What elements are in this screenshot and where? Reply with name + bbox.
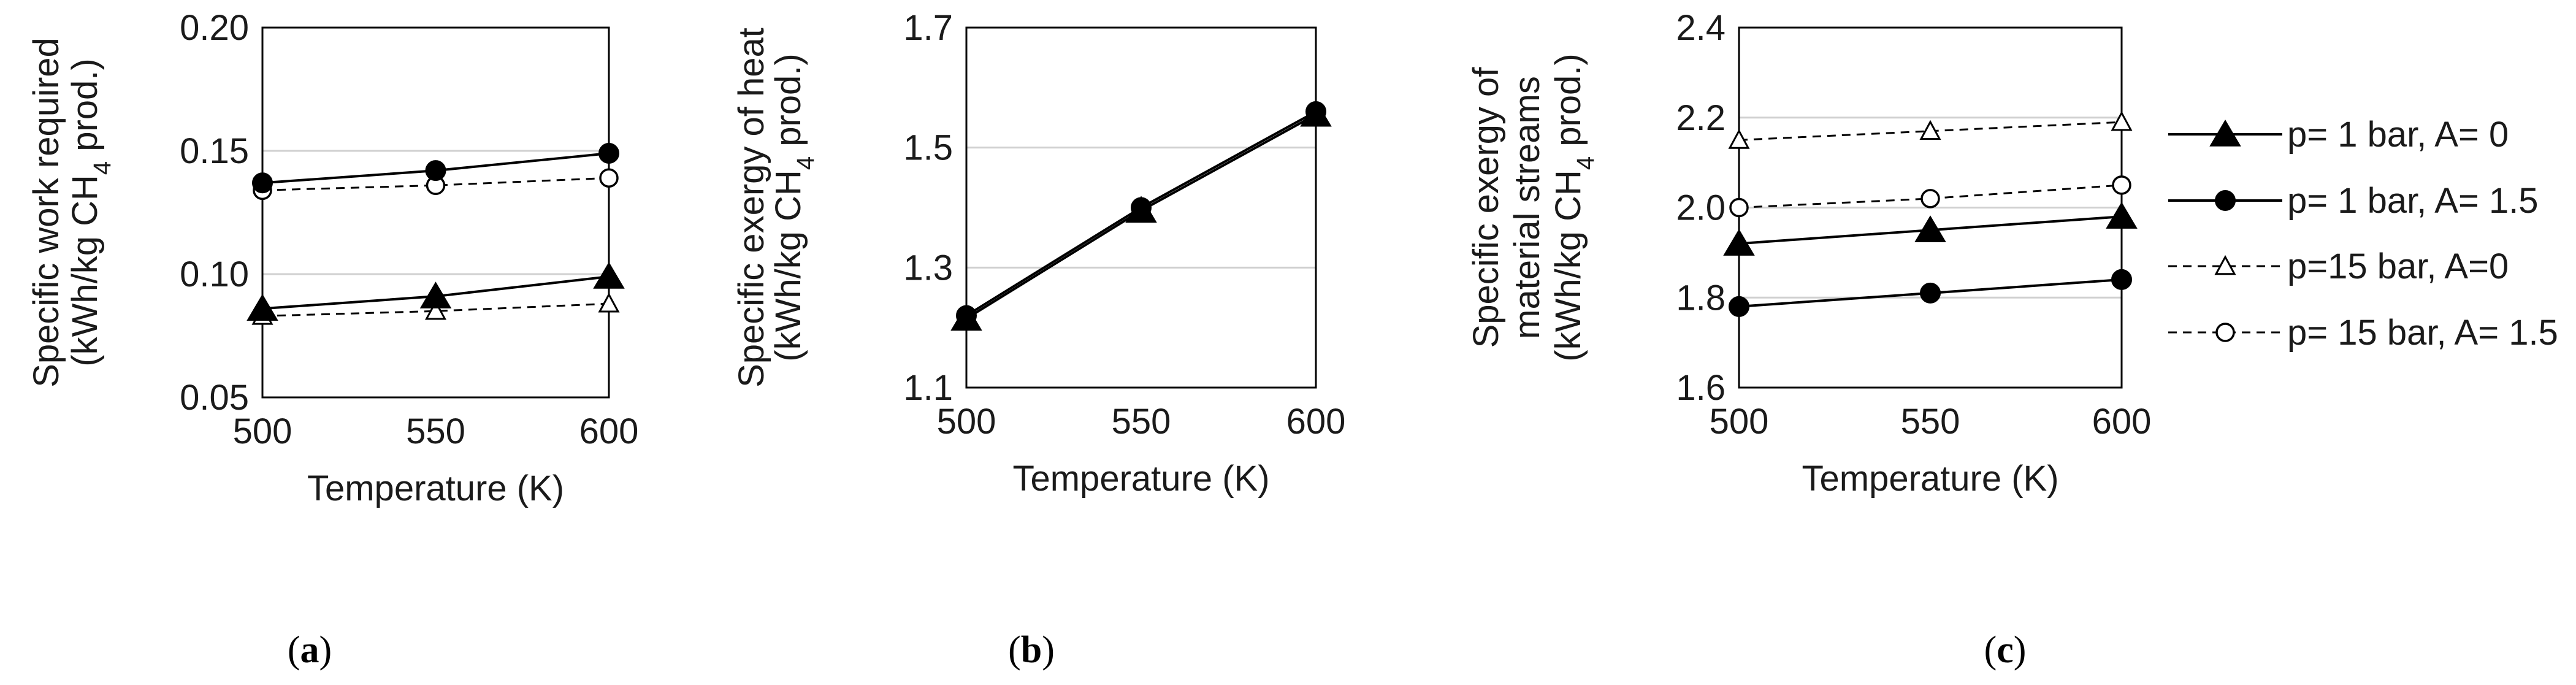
caption-a: (a) <box>288 629 332 671</box>
x-tick-label: 600 <box>579 411 639 451</box>
data-point-triangle-open <box>598 293 620 313</box>
y-tick-label: 0.20 <box>180 8 249 48</box>
legend-label: p= 1 bar, A= 1.5 <box>2287 181 2539 221</box>
panel-b: 1.1 1.3 1.5 1.7 500 550 600 Temperature (K) Spec… <box>732 8 1345 499</box>
legend-label: p= 1 bar, A= 0 <box>2287 115 2509 155</box>
y-axis-label: (kWh/kg CH4 prod.) <box>1548 53 1599 361</box>
y-tick-label: 1.1 <box>903 368 953 408</box>
legend-label: p= 15 bar, A= 1.5 <box>2287 313 2558 353</box>
x-tick-label: 600 <box>1286 402 1346 442</box>
data-point-circle-filled <box>1131 197 1152 218</box>
panel-c: 1.6 1.8 2.0 2.2 2.4 500 550 600 Temperature (K) S… <box>1466 8 2151 499</box>
data-point-circle-filled <box>956 305 977 326</box>
data-point-triangle-open <box>424 300 447 320</box>
data-point-circle-filled <box>2111 269 2132 290</box>
data-point-triangle-filled <box>593 262 625 289</box>
y-tick-label: 0.15 <box>180 131 249 171</box>
y-axis-label: (kWh/kg CH4 prod.) <box>65 58 116 366</box>
legend-marker <box>2215 190 2236 211</box>
data-point-circle-filled <box>1305 101 1326 122</box>
x-tick-label: 550 <box>406 411 465 451</box>
y-axis-label: Specific work required <box>26 37 66 388</box>
data-point-circle-filled <box>1729 296 1749 317</box>
data-point-circle-open <box>1729 197 1749 218</box>
data-point-circle-filled <box>1920 282 1941 304</box>
data-point-circle-open <box>1921 189 1940 209</box>
y-tick-label: 1.6 <box>1676 368 1726 408</box>
y-tick-label: 1.5 <box>903 128 953 168</box>
x-tick-label: 500 <box>937 402 996 442</box>
legend-marker <box>2209 120 2241 147</box>
x-axis-label: Temperature (K) <box>1802 459 2058 499</box>
y-tick-label: 1.3 <box>903 248 953 288</box>
y-axis-label: Specific exergy of <box>1466 67 1506 348</box>
x-tick-label: 500 <box>233 411 292 451</box>
y-tick-label: 0.05 <box>180 378 249 418</box>
y-axis-label: material streams <box>1507 76 1547 339</box>
x-tick-label: 500 <box>1710 402 1769 442</box>
data-point-triangle-filled <box>2106 202 2138 229</box>
x-tick-label: 550 <box>1901 402 1960 442</box>
y-tick-label: 2.2 <box>1676 98 1726 138</box>
x-tick-label: 600 <box>2092 402 2152 442</box>
y-tick-label: 1.8 <box>1676 278 1726 318</box>
caption-b: (b) <box>1008 629 1055 671</box>
y-tick-label: 1.7 <box>903 8 953 48</box>
data-point-circle-filled <box>252 172 273 194</box>
plot-frame <box>965 26 1317 389</box>
y-axis-label: (kWh/kg CH4 prod.) <box>768 53 819 361</box>
legend-marker <box>2215 323 2235 342</box>
y-axis-label: Specific exergy of heat <box>732 28 771 388</box>
data-point-triangle-filled <box>1914 215 1946 242</box>
y-tick-label: 2.0 <box>1676 188 1726 228</box>
x-axis-label: Temperature (K) <box>307 469 564 508</box>
data-point-triangle-open <box>1919 120 1941 140</box>
legend-label: p=15 bar, A=0 <box>2287 247 2509 286</box>
data-point-triangle-filled <box>419 281 452 308</box>
data-point-circle-filled <box>598 143 619 164</box>
legend-marker <box>2214 254 2236 275</box>
data-point-circle-filled <box>425 160 446 182</box>
data-point-circle-open <box>599 168 619 188</box>
x-tick-label: 550 <box>1112 402 1171 442</box>
x-axis-label: Temperature (K) <box>1012 459 1269 499</box>
data-point-triangle-open <box>2111 110 2133 131</box>
plot-frame <box>261 26 610 399</box>
y-tick-label: 0.10 <box>180 254 249 294</box>
data-point-triangle-open <box>1728 129 1750 149</box>
y-tick-label: 2.4 <box>1676 8 1726 48</box>
data-point-circle-open <box>2112 175 2131 195</box>
panel-a: 0.05 0.10 0.15 0.20 500 550 600 Temperature (K)… <box>26 8 638 508</box>
legend: p= 1 bar, A= 0 p= 1 bar, A= 1.5 p=15 bar, … <box>2168 115 2558 353</box>
data-point-triangle-filled <box>247 294 278 321</box>
data-point-triangle-filled <box>1723 229 1755 256</box>
caption-c: (c) <box>1984 629 2027 671</box>
